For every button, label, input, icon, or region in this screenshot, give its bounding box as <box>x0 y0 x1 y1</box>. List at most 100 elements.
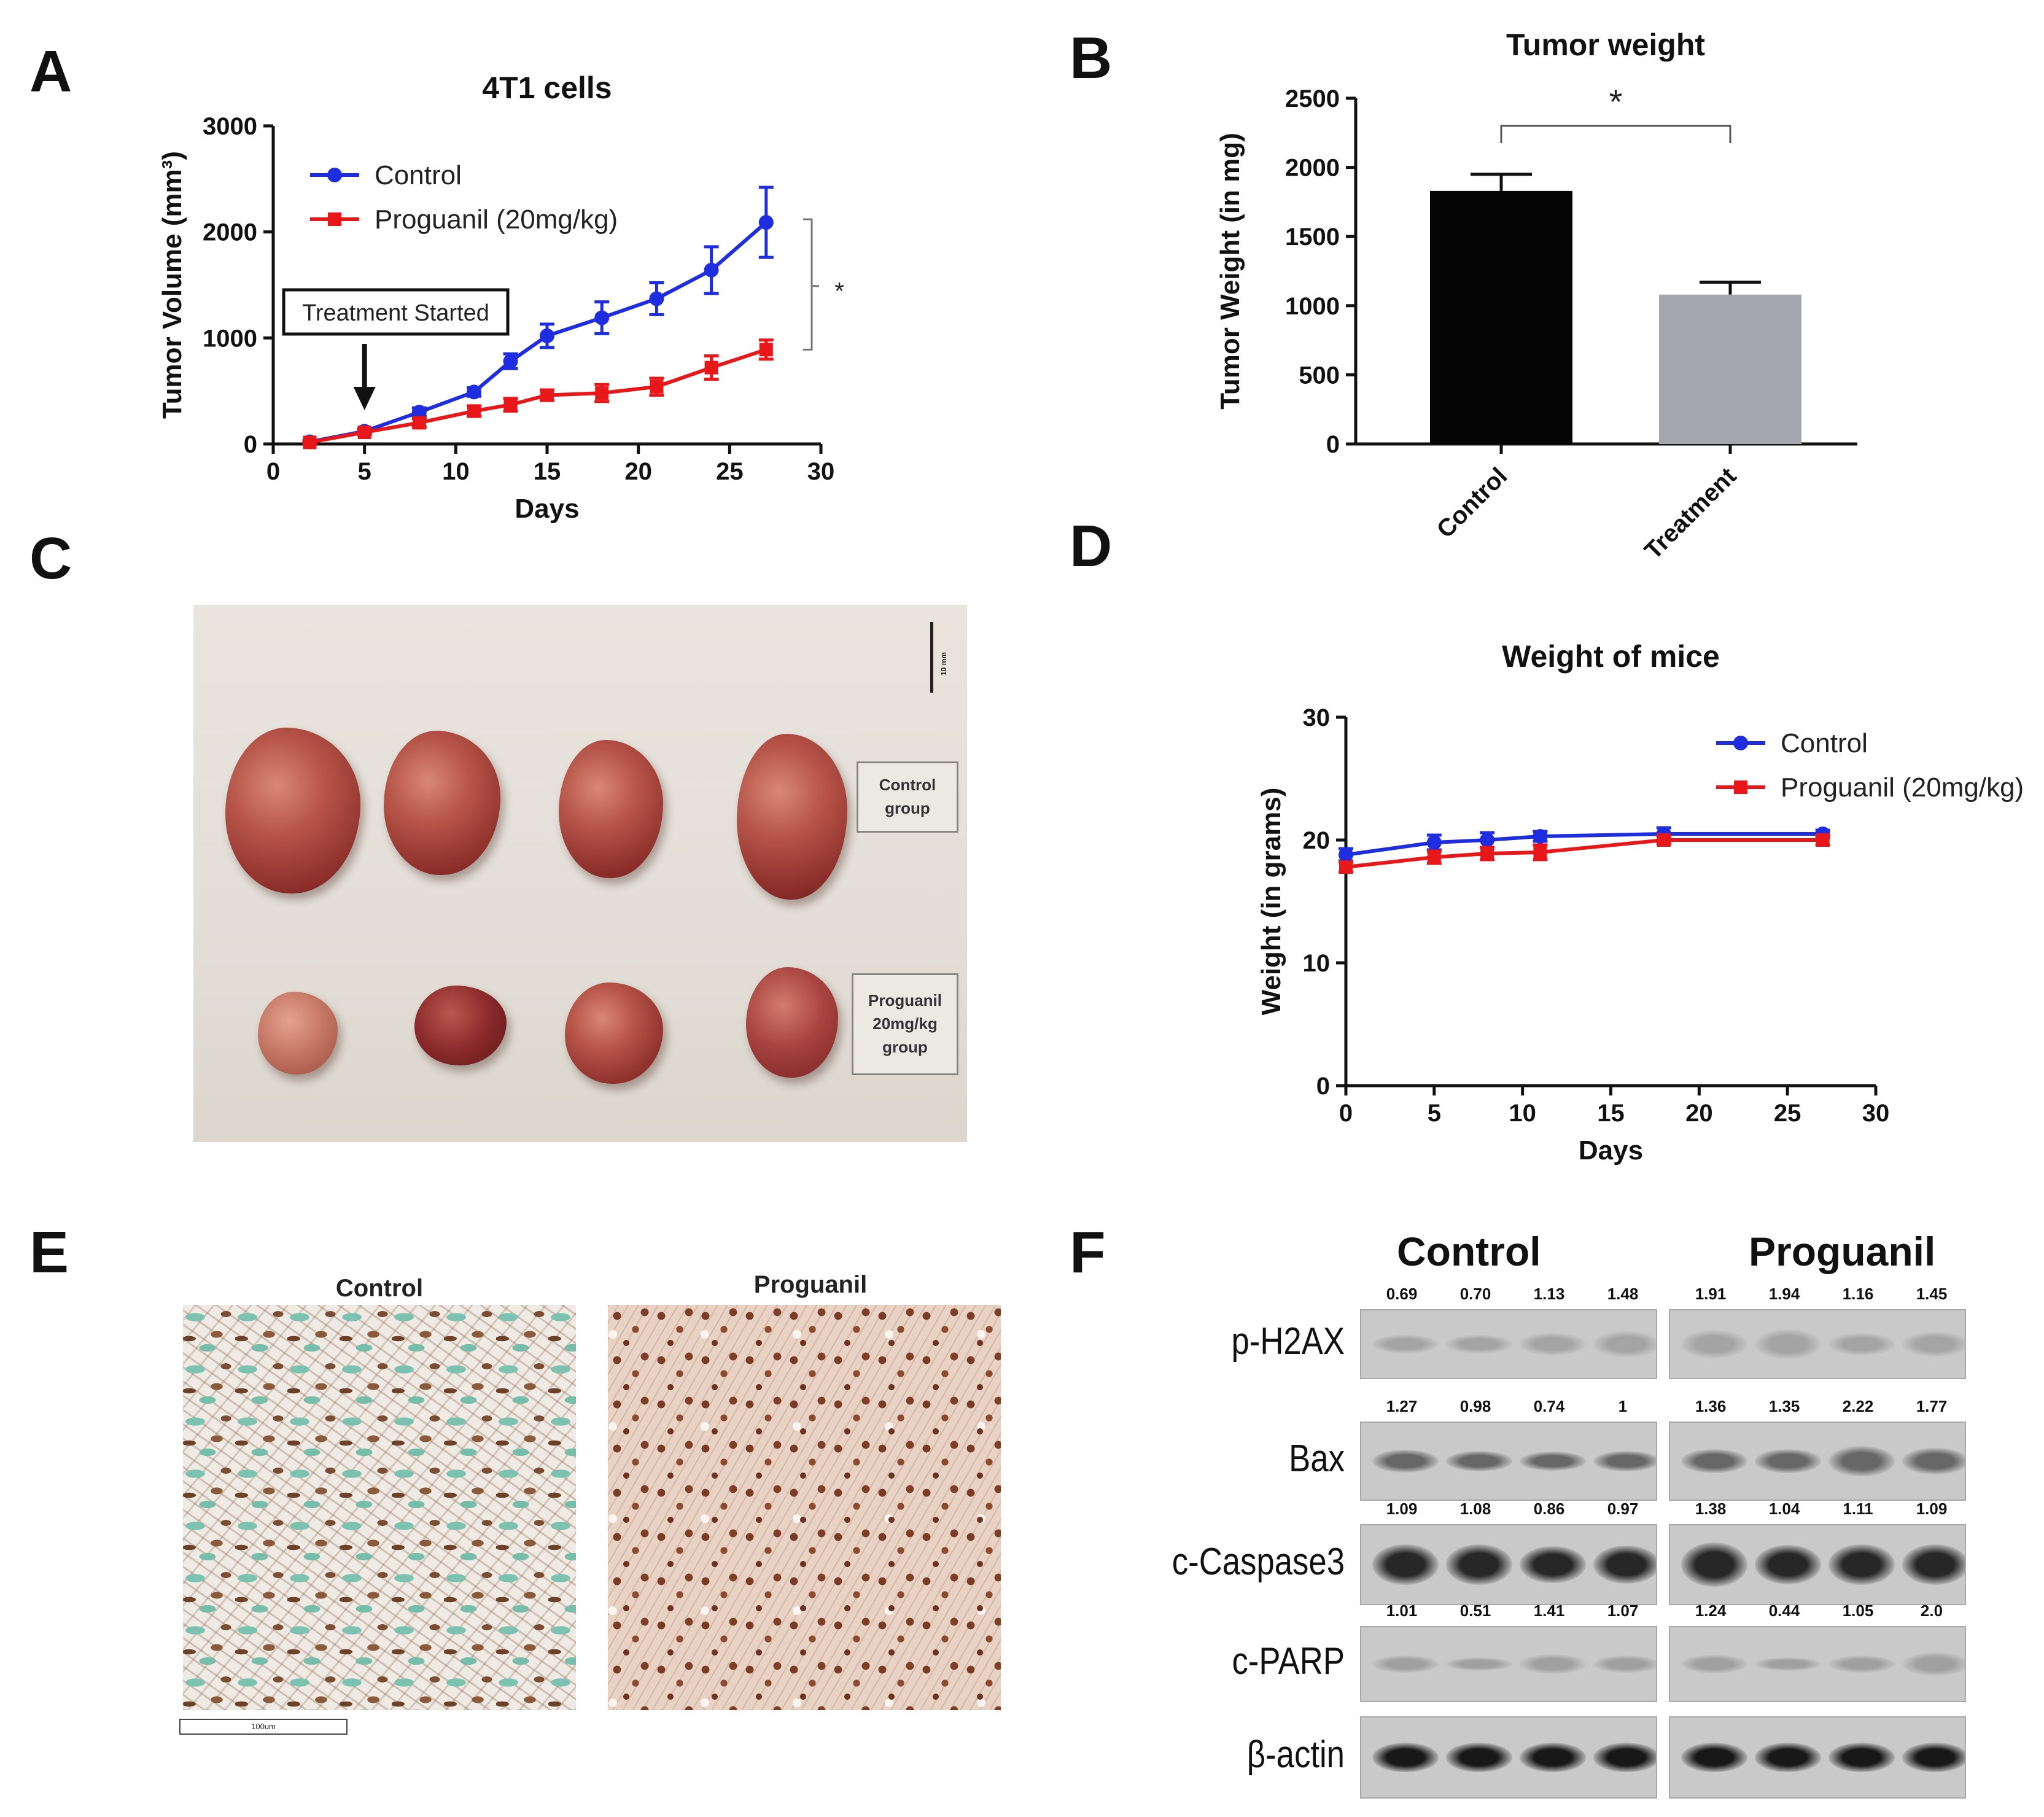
wb-densitometry-value: 1.48 <box>1607 1285 1639 1303</box>
wb-band <box>1593 1450 1656 1472</box>
y-tick-label: 0 <box>1326 431 1340 458</box>
wb-densitometry-value: 1.09 <box>1386 1500 1418 1518</box>
wb-densitometry-value: 1.08 <box>1459 1500 1491 1518</box>
wb-band <box>1446 1743 1512 1772</box>
data-point <box>1339 860 1353 874</box>
wb-row-label: c-Caspase3 <box>1172 1541 1345 1583</box>
wb-band <box>1902 1447 1965 1475</box>
y-tick-label: 2500 <box>1285 85 1340 112</box>
proguanil-group-line1: Proguanil <box>868 991 942 1010</box>
wb-densitometry-value: 1.94 <box>1768 1285 1800 1303</box>
wb-densitometry-value: 1.01 <box>1386 1601 1418 1620</box>
wb-row-label: β-actin <box>1246 1733 1345 1776</box>
x-tick-label: 25 <box>716 458 744 485</box>
x-tick-label: 5 <box>358 458 371 485</box>
y-tick-label: 500 <box>1299 362 1340 389</box>
wb-densitometry-value: 0.44 <box>1768 1601 1800 1620</box>
control-group-label: Control group <box>857 761 958 833</box>
wb-band <box>1372 1449 1439 1473</box>
tumor-control-4 <box>737 734 847 900</box>
wb-band <box>1520 1546 1586 1583</box>
y-tick-label: 1500 <box>1285 224 1340 251</box>
data-point <box>650 379 664 394</box>
wb-proguanil-header: Proguanil <box>1749 1229 1936 1274</box>
chart-title: Tumor weight <box>1506 28 1705 62</box>
panel-letter-e: E <box>29 1220 69 1285</box>
data-point <box>1816 833 1830 847</box>
y-tick-label: 30 <box>1303 704 1331 731</box>
wb-densitometry-value: 1.07 <box>1607 1601 1639 1620</box>
legend-label: Proguanil (20mg/kg) <box>1781 772 2024 803</box>
data-point <box>467 384 482 400</box>
wb-band <box>1446 1544 1512 1585</box>
wb-blot-proguanil <box>1669 1716 1966 1799</box>
panel-letter-d: D <box>1070 513 1113 579</box>
data-point <box>540 388 554 402</box>
wb-band <box>1520 1654 1586 1674</box>
x-tick-label: 0 <box>266 458 280 485</box>
wb-densitometry-value: 0.97 <box>1607 1500 1639 1518</box>
wb-densitometry-value: 2.0 <box>1920 1601 1943 1620</box>
significance-bracket <box>803 218 813 351</box>
control-group-line1: Control <box>879 776 936 795</box>
treatment-started-box <box>282 288 510 336</box>
wb-blot-control <box>1360 1626 1657 1702</box>
tumor-proguanil-1 <box>258 992 338 1075</box>
data-point <box>1427 850 1441 864</box>
wb-densitometry-value: 1.16 <box>1842 1285 1874 1303</box>
series-line-1 <box>309 348 767 445</box>
wb-band <box>1681 1542 1747 1587</box>
wb-band <box>1902 1544 1965 1585</box>
wb-densitometry-value: 1.45 <box>1916 1285 1948 1303</box>
control-group-line2: group <box>885 799 930 817</box>
x-tick-label: 10 <box>442 458 470 485</box>
data-point <box>412 416 426 430</box>
proguanil-group-line2: 20mg/kg <box>872 1014 938 1033</box>
wb-band <box>1681 1655 1747 1673</box>
panel-letter-a: A <box>29 39 72 104</box>
wb-densitometry-value: 0.69 <box>1386 1285 1418 1303</box>
wb-band <box>1755 1449 1821 1473</box>
y-tick-label: 3000 <box>203 113 257 140</box>
wb-band <box>1520 1452 1586 1471</box>
wb-band <box>1902 1652 1965 1676</box>
histology-scale-bar: 100um <box>179 1719 348 1735</box>
tumor-proguanil-2 <box>414 986 507 1065</box>
series-line-0 <box>1345 832 1823 857</box>
y-axis-label: Tumor Volume (mm³) <box>157 151 187 419</box>
y-axis-label: Weight (in grams) <box>1256 788 1286 1016</box>
y-tick-label: 0 <box>244 431 257 458</box>
y-tick-label: 2000 <box>203 219 257 246</box>
wb-band <box>1828 1544 1895 1585</box>
tumor-control-1 <box>225 728 360 893</box>
proguanil-group-label: Proguanil 20mg/kg group <box>852 973 958 1075</box>
wb-band <box>1593 1743 1656 1772</box>
wb-densitometry-value: 1.77 <box>1916 1397 1948 1415</box>
x-tick-label: 15 <box>1597 1100 1625 1127</box>
data-point <box>540 328 554 343</box>
y-tick-label: 10 <box>1303 950 1331 977</box>
significance-star: * <box>1609 82 1623 121</box>
bar-treatment <box>1659 294 1801 444</box>
wb-band <box>1902 1331 1965 1357</box>
wb-band <box>1520 1743 1586 1772</box>
x-axis-label: Days <box>1579 1135 1643 1165</box>
wb-densitometry-value: 1.36 <box>1695 1397 1727 1415</box>
wb-densitometry-value: 1.35 <box>1768 1397 1800 1415</box>
data-point <box>1533 829 1548 844</box>
y-tick-label: 1000 <box>1285 293 1340 320</box>
wb-band <box>1446 1657 1512 1671</box>
histology-control-label: Control <box>335 1275 424 1302</box>
bar-control <box>1430 190 1572 444</box>
x-tick-label: 0 <box>1339 1100 1353 1127</box>
wb-blot-control <box>1360 1524 1657 1605</box>
wb-blot-proguanil <box>1669 1309 1966 1379</box>
photo-scale-label: 10 mm <box>939 652 948 675</box>
wb-densitometry-value: 0.74 <box>1533 1397 1565 1415</box>
data-point <box>503 398 518 412</box>
treatment-started-label: Treatment Started <box>302 300 489 326</box>
treatment-arrow-head <box>353 387 376 410</box>
wb-blot-control <box>1360 1716 1657 1799</box>
tumor-control-3 <box>559 740 663 878</box>
